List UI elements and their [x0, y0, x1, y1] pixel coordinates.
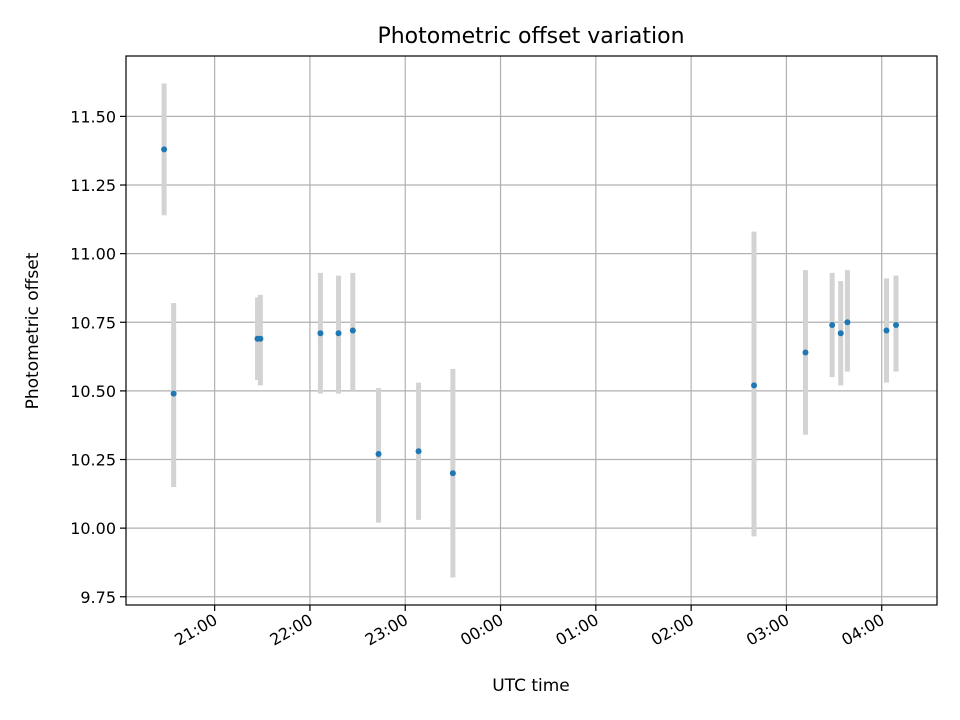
chart-title: Photometric offset variation	[377, 24, 684, 49]
y-tick-label: 10.50	[70, 382, 116, 401]
y-tick-label: 10.00	[70, 519, 116, 538]
y-tick-label: 11.50	[70, 107, 116, 126]
x-tick-label: 02:00	[648, 610, 697, 650]
y-tick-label: 11.25	[70, 176, 116, 195]
data-point	[829, 322, 836, 329]
data-point	[751, 382, 758, 389]
x-tick-label: 22:00	[266, 610, 315, 650]
data-point	[802, 349, 809, 356]
x-axis-ticks: 21:00 22:00 23:00 00:00 01:00 02:00 03:00 04:00	[171, 605, 888, 650]
data-point	[335, 330, 342, 337]
x-tick-label: 01:00	[552, 610, 601, 650]
x-tick-label: 21:00	[171, 610, 220, 650]
data-point	[170, 390, 177, 397]
y-tick-label: 11.00	[70, 245, 116, 264]
y-tick-label: 9.75	[80, 588, 116, 607]
data-point	[349, 327, 356, 334]
x-tick-label: 23:00	[362, 610, 411, 650]
x-tick-label: 00:00	[457, 610, 506, 650]
data-point	[161, 146, 168, 153]
data-point	[415, 448, 422, 455]
data-point	[893, 322, 900, 329]
x-tick-label: 03:00	[743, 610, 792, 650]
data-point	[837, 330, 844, 337]
y-tick-label: 10.75	[70, 313, 116, 332]
data-points	[161, 146, 900, 477]
y-axis-ticks: 9.75 10.00 10.25 10.50 10.75 11.00 11.25 11.50	[70, 107, 126, 607]
x-tick-label: 04:00	[838, 610, 887, 650]
data-point	[883, 327, 890, 334]
data-point	[375, 451, 382, 458]
data-point	[449, 470, 456, 477]
y-tick-label: 10.25	[70, 451, 116, 470]
y-axis-label: Photometric offset	[23, 252, 43, 409]
data-point	[257, 335, 264, 342]
data-point	[844, 319, 851, 326]
plot-frame	[125, 55, 938, 606]
grid	[126, 56, 937, 605]
data-point	[317, 330, 324, 337]
x-axis-label: UTC time	[492, 676, 570, 696]
